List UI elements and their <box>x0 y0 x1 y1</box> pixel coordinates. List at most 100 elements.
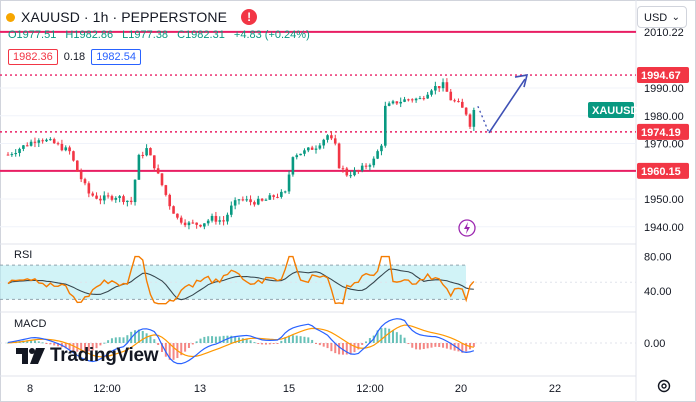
macd-histogram-bar <box>415 343 418 350</box>
candle-body <box>29 141 33 146</box>
candle-body <box>268 195 272 200</box>
macd-histogram-bar <box>249 340 252 343</box>
candle-body <box>191 222 195 224</box>
candle-body <box>384 105 387 146</box>
candle-body <box>441 82 445 89</box>
macd-histogram-bar <box>195 341 198 343</box>
macd-histogram-bar <box>37 341 40 343</box>
buy-price-button[interactable]: 1982.54 <box>91 49 141 65</box>
macd-histogram-bar <box>361 343 364 345</box>
macd-histogram-bar <box>453 343 456 351</box>
candle-body <box>464 107 468 115</box>
candle-body <box>118 196 121 198</box>
horizontal-levels[interactable]: 1994.67 1974.19 1960.15 XAUUSD <box>0 30 689 179</box>
candle-body <box>357 170 360 172</box>
macd-histogram-bar <box>41 342 44 344</box>
level-price-label: 1960.15 <box>641 166 681 178</box>
macd-histogram-bar <box>411 343 414 348</box>
macd-histogram-bar <box>118 337 121 343</box>
settings-gear-icon[interactable] <box>656 378 672 394</box>
spread-value: 0.18 <box>63 51 86 63</box>
macd-histogram-bar <box>107 340 110 343</box>
candle-body <box>149 148 152 156</box>
candle-body <box>276 196 279 198</box>
candle-body <box>106 195 110 197</box>
candle-body <box>183 222 187 226</box>
candle-body <box>22 145 25 149</box>
candle-body <box>314 148 318 150</box>
macd-label[interactable]: MACD <box>14 318 47 330</box>
lightning-icon[interactable] <box>458 219 476 237</box>
macd-histogram-bar <box>45 343 48 344</box>
level-price-tag <box>637 123 689 140</box>
projection-dotted-line <box>477 105 490 134</box>
macd-histogram-bar <box>442 343 445 348</box>
macd-histogram-bar <box>161 343 163 352</box>
tradingview-logo-icon <box>16 348 45 364</box>
projection-arrow[interactable] <box>477 74 529 134</box>
rsi-line <box>7 255 475 305</box>
macd-histogram-bar <box>168 343 171 360</box>
macd-histogram-bar <box>33 340 36 343</box>
macd-histogram-bar <box>30 340 33 343</box>
candle-body <box>129 200 133 203</box>
symbol-title[interactable]: XAUUSD · 1h · PEPPERSTONE <box>21 9 228 25</box>
macd-histogram-bar <box>253 342 256 344</box>
alert-icon[interactable]: ! <box>241 9 258 25</box>
candle-body <box>6 154 10 156</box>
rsi-tick-label: 40.00 <box>644 286 672 298</box>
candle-body <box>341 168 345 170</box>
candle-body <box>10 154 14 156</box>
open-value: O1977.51 <box>8 29 57 41</box>
macd-histogram-bar <box>334 343 337 354</box>
macd-histogram-bar <box>99 343 102 346</box>
macd-histogram-bar <box>207 336 210 343</box>
candle-body <box>295 155 299 158</box>
time-axis-labels[interactable]: 8 12:00 13 15 12:00 20 22 <box>27 383 561 395</box>
candle-body <box>102 195 106 201</box>
macd-histogram-bar <box>211 336 214 343</box>
candle-body <box>399 101 402 104</box>
macd-histogram-bar <box>72 343 75 351</box>
candle-body <box>291 157 295 175</box>
time-tick-label: 12:00 <box>356 383 384 395</box>
macd-histogram-bar <box>449 343 452 350</box>
candle-body <box>368 165 372 167</box>
macd-histogram-bar <box>472 343 475 347</box>
macd-histogram-bar <box>187 343 190 348</box>
candle-body <box>280 191 283 197</box>
macd-histogram-bar <box>257 343 260 344</box>
candle-body <box>145 148 148 156</box>
candle-body <box>437 86 441 89</box>
macd-histogram-bar <box>91 343 94 351</box>
candle-body <box>322 139 325 146</box>
macd-histogram-bar <box>438 343 441 348</box>
price-tick-label: 1940.00 <box>644 222 684 234</box>
projection-arrow-line <box>488 78 526 134</box>
macd-histogram-bar <box>380 328 383 343</box>
macd-histogram-bar <box>418 343 421 350</box>
macd-histogram-bar <box>345 343 348 355</box>
macd-histogram-bar <box>288 335 291 343</box>
candle-body <box>422 98 426 100</box>
rsi-label[interactable]: RSI <box>14 249 33 261</box>
candle-body <box>60 143 64 151</box>
currency-selector[interactable]: USD ⌄ <box>637 6 687 28</box>
candle-body <box>18 148 21 154</box>
sell-price-button[interactable]: 1982.36 <box>8 49 58 65</box>
macd-histogram-bar <box>53 343 56 346</box>
macd-histogram-bar <box>264 343 267 345</box>
macd-histogram-bar <box>307 337 310 343</box>
chevron-down-icon: ⌄ <box>671 12 680 23</box>
macd-signal-line <box>7 324 474 358</box>
candle-body <box>76 160 79 172</box>
candle-body <box>64 147 68 151</box>
macd-histogram-bar <box>330 343 333 352</box>
candle-body <box>99 198 102 201</box>
candle-body <box>333 138 337 144</box>
macd-histogram-bar <box>268 343 271 345</box>
currency-value: USD <box>644 12 668 24</box>
candle-body <box>353 170 356 176</box>
macd: 0.00 <box>0 318 665 365</box>
